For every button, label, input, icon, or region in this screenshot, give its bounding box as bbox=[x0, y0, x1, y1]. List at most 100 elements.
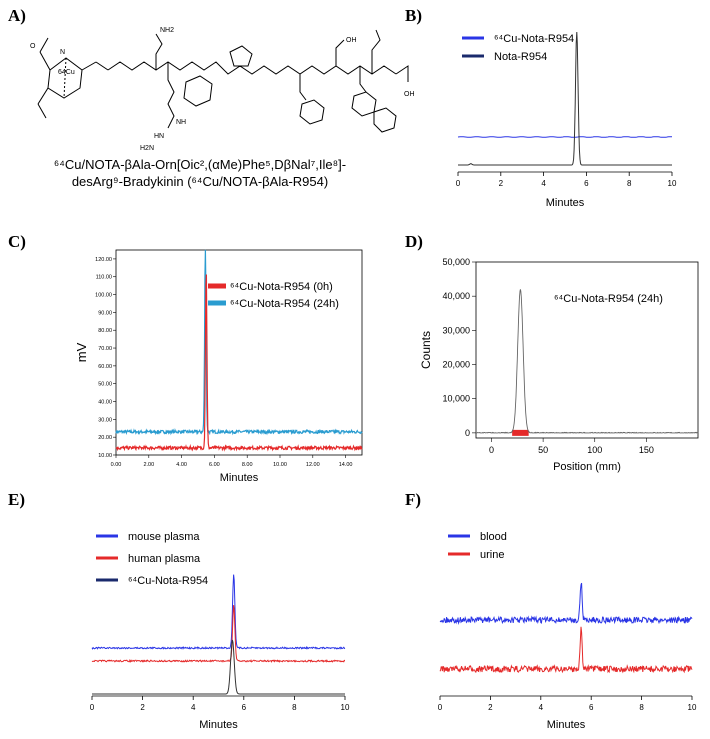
chart-c-ytick-label-1: 20.00 bbox=[98, 435, 112, 441]
panel-b-label: B) bbox=[405, 6, 422, 25]
chart-d-xlabel: Position (mm) bbox=[553, 461, 621, 473]
chart-d-ytick-label-2: 20,000 bbox=[442, 360, 470, 370]
chart-c-ytick-label-9: 100.00 bbox=[95, 293, 112, 299]
chart-b-xtick-label-2: 4 bbox=[541, 179, 546, 188]
chart-c-frame bbox=[115, 249, 363, 456]
compound-caption-line2: desArg⁹-Bradykinin (⁶⁴Cu/NOTA-βAla-R954) bbox=[71, 174, 329, 189]
chart-c-ytick-label-5: 60.00 bbox=[98, 364, 112, 370]
chart-b-legend-label-0: ⁶⁴Cu-Nota-R954 bbox=[494, 33, 574, 45]
chart-b-xtick-label-1: 2 bbox=[499, 179, 504, 188]
chart-b-xtick-label-3: 6 bbox=[584, 179, 589, 188]
chart-c-ytick-label-7: 80.00 bbox=[98, 328, 112, 334]
chart-e-xtick-label-4: 8 bbox=[292, 703, 297, 712]
chart-d-ytick-label-3: 30,000 bbox=[442, 325, 470, 335]
chart-c-series-1-line bbox=[115, 249, 363, 436]
chart-d: 0 10,000 20,000 30,000 40,000 50,000 0 50 100 150… bbox=[419, 257, 699, 473]
chart-c-ytick-label-6: 70.00 bbox=[98, 346, 112, 352]
chart-b-xtick-label-4: 8 bbox=[627, 179, 632, 188]
chart-e-series-0-line bbox=[91, 574, 346, 650]
arginine-chain bbox=[167, 62, 175, 129]
chart-f-xtick-label-5: 10 bbox=[688, 703, 697, 712]
oic-ring bbox=[183, 75, 213, 107]
ile-chain bbox=[371, 29, 381, 74]
phe-ring bbox=[299, 99, 325, 125]
chart-d-ytick-label-4: 40,000 bbox=[442, 291, 470, 301]
ser-chain bbox=[335, 39, 345, 66]
chart-b-xtick-label-0: 0 bbox=[456, 179, 461, 188]
panel-e-label: E) bbox=[8, 490, 25, 509]
chart-f-xtick-label-1: 2 bbox=[488, 703, 493, 712]
chart-d-ytick-label-1: 10,000 bbox=[442, 394, 470, 404]
chart-c-xtick-label-6: 12.00 bbox=[306, 462, 320, 468]
chart-c-legend-label-0: ⁶⁴Cu-Nota-R954 (0h) bbox=[230, 281, 333, 293]
chart-d-xtick-label-2: 100 bbox=[587, 445, 602, 455]
chart-f-xtick-label-2: 4 bbox=[539, 703, 544, 712]
ornithine-chain bbox=[155, 33, 163, 70]
structure-label-o: O bbox=[30, 43, 36, 50]
chart-c-ytick-label-3: 40.00 bbox=[98, 400, 112, 406]
panel-d-label: D) bbox=[405, 232, 423, 251]
chart-d-xtick-label-0: 0 bbox=[489, 445, 494, 455]
chart-f-xlabel: Minutes bbox=[547, 719, 586, 731]
panel-a-label: A) bbox=[8, 6, 26, 25]
chart-b: 0 2 4 6 8 10 Minutes ⁶⁴Cu-Nota-R954 Nota-R954 bbox=[456, 31, 677, 209]
chart-c-xtick-label-7: 14.00 bbox=[339, 462, 353, 468]
chart-e-legend-label-1: human plasma bbox=[128, 553, 201, 565]
compound-caption-line1: ⁶⁴Cu/NOTA-βAla-Orn[Oic²,(αMe)Phe⁵,DβNal⁷… bbox=[53, 157, 347, 172]
structure-label-nh2: NH2 bbox=[160, 27, 174, 34]
phe-chain bbox=[299, 74, 307, 101]
nal-chain bbox=[359, 66, 367, 93]
chart-d-roi-marker bbox=[512, 429, 529, 436]
chart-f-xtick-label-4: 8 bbox=[639, 703, 644, 712]
chart-e-legend-label-0: mouse plasma bbox=[128, 531, 200, 543]
chart-f-series-1-line bbox=[439, 626, 693, 674]
chart-c-series-0-line bbox=[115, 274, 363, 452]
chart-f-xtick-label-0: 0 bbox=[438, 703, 443, 712]
chart-c-ytick-label-10: 110.00 bbox=[96, 275, 112, 281]
chart-c-ytick-label-8: 90.00 bbox=[98, 310, 112, 316]
structure-label-nh: NH bbox=[176, 119, 186, 126]
chart-d-ytick-label-5: 50,000 bbox=[442, 257, 470, 267]
chart-e-series-2-line bbox=[92, 639, 345, 695]
chart-c-xtick-label-0: 0.00 bbox=[111, 462, 122, 468]
chart-b-legend-label-1: Nota-R954 bbox=[494, 51, 547, 63]
chart-c-ylabel: mV bbox=[74, 342, 89, 362]
chart-c-xtick-label-1: 2.00 bbox=[143, 462, 154, 468]
chart-e-xlabel: Minutes bbox=[199, 719, 238, 731]
structure-label-cu: 64Cu bbox=[58, 69, 75, 76]
chart-f: 0 2 4 6 8 10 Minutes blood urine bbox=[438, 531, 697, 731]
chart-e-xtick-label-0: 0 bbox=[90, 703, 95, 712]
chart-c: 10.00 20.00 30.00 40.00 50.00 60.00 70.00 80.00… bbox=[74, 249, 363, 484]
chart-c-ytick-label-4: 50.00 bbox=[98, 382, 112, 388]
structure-label-hn: HN bbox=[154, 133, 164, 140]
structure-label-h2n: H2N bbox=[140, 145, 154, 152]
chart-c-ytick-label-0: 10.00 bbox=[98, 453, 112, 459]
chart-e-xtick-label-2: 4 bbox=[191, 703, 196, 712]
chart-b-series-0-line bbox=[457, 136, 672, 138]
chart-c-xtick-label-3: 6.00 bbox=[209, 462, 220, 468]
chart-e-xtick-label-5: 10 bbox=[341, 703, 350, 712]
chemical-structure bbox=[37, 29, 409, 133]
panel-f-label: F) bbox=[405, 490, 422, 509]
chart-d-frame bbox=[475, 261, 699, 439]
chart-c-ytick-label-2: 30.00 bbox=[98, 417, 112, 423]
chart-d-xtick-label-3: 150 bbox=[639, 445, 654, 455]
chart-c-xlabel: Minutes bbox=[220, 472, 259, 484]
chart-b-xtick-label-5: 10 bbox=[668, 179, 677, 188]
chart-b-xlabel: Minutes bbox=[546, 197, 585, 209]
chart-e: 0 2 4 6 8 10 Minutes mouse plasma human plasma ⁶⁴… bbox=[90, 531, 350, 731]
chart-c-xtick-label-5: 10.00 bbox=[273, 462, 287, 468]
chart-c-xtick-label-2: 4.00 bbox=[176, 462, 187, 468]
chart-f-xtick-label-3: 6 bbox=[589, 703, 594, 712]
chart-d-xtick-label-1: 50 bbox=[538, 445, 548, 455]
chart-c-ytick-label-11: 120.00 bbox=[95, 257, 112, 263]
chart-e-legend-label-2: ⁶⁴Cu-Nota-R954 bbox=[128, 575, 208, 587]
chart-b-series-1-line bbox=[458, 31, 672, 166]
chart-d-ytick-label-0: 0 bbox=[465, 428, 470, 438]
chart-f-series-0-line bbox=[439, 582, 693, 625]
chart-c-legend-label-1: ⁶⁴Cu-Nota-R954 (24h) bbox=[230, 298, 339, 310]
panel-c-label: C) bbox=[8, 232, 26, 251]
proline-ring bbox=[229, 45, 253, 67]
peptide-backbone bbox=[107, 61, 397, 75]
